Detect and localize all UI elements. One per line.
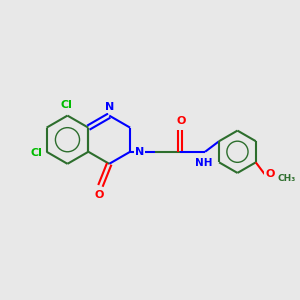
- Text: N: N: [135, 147, 144, 157]
- Text: O: O: [265, 169, 274, 179]
- Text: NH: NH: [195, 158, 212, 168]
- Text: O: O: [176, 116, 185, 126]
- Text: Cl: Cl: [60, 100, 72, 110]
- Text: N: N: [105, 102, 114, 112]
- Text: O: O: [94, 190, 104, 200]
- Text: Cl: Cl: [30, 148, 42, 158]
- Text: CH₃: CH₃: [278, 174, 296, 183]
